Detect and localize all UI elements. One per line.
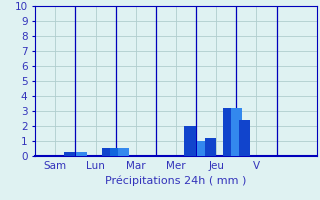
Bar [184, 126, 196, 156]
Bar [204, 138, 216, 156]
Bar [196, 141, 208, 156]
Bar [76, 152, 87, 156]
Bar [64, 152, 75, 156]
Bar [102, 148, 113, 156]
Bar [118, 148, 129, 156]
Bar [110, 148, 121, 156]
X-axis label: Précipitations 24h ( mm ): Précipitations 24h ( mm ) [105, 175, 247, 186]
Bar [231, 108, 242, 156]
Bar [223, 108, 234, 156]
Bar [239, 120, 250, 156]
